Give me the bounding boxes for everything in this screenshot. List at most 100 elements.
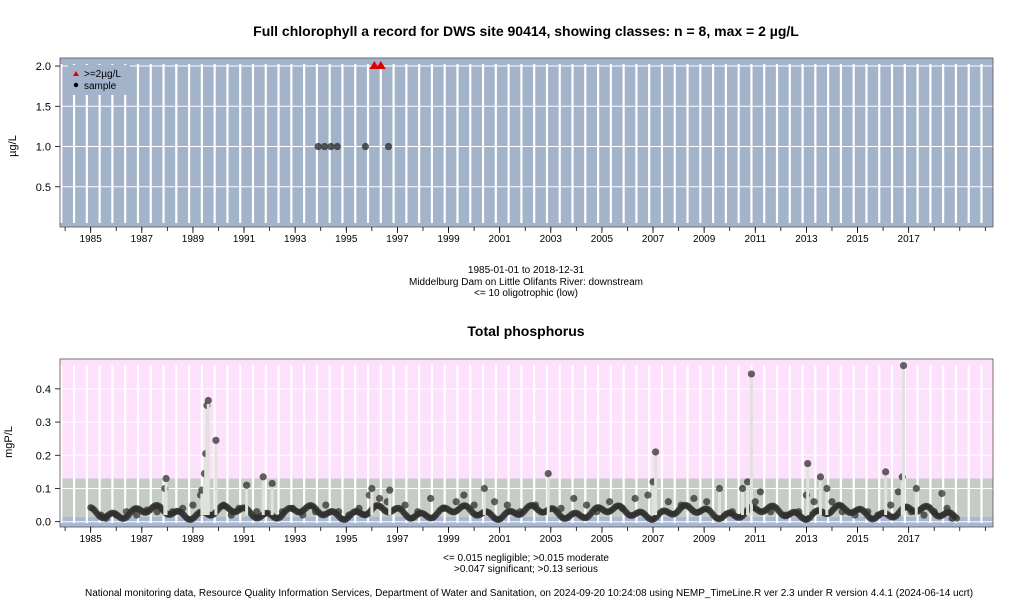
tp-point	[153, 508, 161, 516]
tp-point	[439, 504, 448, 513]
x-tick-label: 2003	[540, 534, 563, 545]
tp-point	[618, 504, 626, 513]
tp-point	[751, 498, 759, 506]
tp-point	[651, 448, 660, 456]
x-tick-label: 2015	[846, 534, 869, 545]
tp-point	[767, 508, 775, 516]
chl-legend-label-threshold: >=2µg/L	[84, 69, 121, 80]
tp-point	[289, 504, 297, 513]
x-tick-label: 1991	[233, 234, 256, 245]
tp-title: Total phosphorus	[467, 323, 584, 339]
tp-point	[690, 494, 698, 503]
tp-point	[490, 498, 499, 506]
x-tick-label: 2013	[795, 234, 818, 245]
tp-point	[259, 473, 267, 481]
x-tick-label: 1993	[284, 534, 307, 545]
tp-point	[605, 498, 614, 506]
tp-point	[747, 370, 756, 378]
tp-point	[368, 484, 376, 493]
tp-point	[810, 498, 818, 506]
tp-point	[823, 484, 831, 493]
x-tick-label: 1995	[335, 534, 358, 545]
x-tick-label: 2015	[846, 234, 869, 245]
tp-point	[375, 494, 384, 503]
tp-point	[582, 501, 591, 509]
x-tick-label: 1997	[386, 534, 409, 545]
y-tick-label: 1.0	[36, 142, 51, 154]
tp-point	[235, 504, 243, 513]
tp-point	[816, 473, 825, 481]
chl-legend: >=2µg/L sample	[68, 65, 130, 95]
tp-point	[943, 504, 951, 513]
plot-frame	[59, 358, 994, 528]
tp-point	[887, 501, 895, 509]
x-tick-label: 1995	[335, 234, 358, 245]
tp-point	[503, 501, 511, 509]
chl-sample-point	[314, 142, 322, 151]
chl-note-class: <= 10 oligotrophic (low)	[474, 288, 578, 299]
tp-point	[299, 511, 307, 519]
tp-chart: Total phosphorus 0.0 0.1 0.2 0.3 0.4 1985 1987…	[3, 323, 994, 575]
tp-point	[322, 501, 330, 509]
chlorophyll-chart: Full chlorophyll a record for DWS site 9…	[7, 23, 994, 299]
tp-point	[948, 514, 956, 522]
tp-point	[414, 508, 422, 516]
tp-point	[907, 508, 915, 516]
x-tick-label: 2005	[591, 234, 614, 245]
tp-point	[644, 491, 652, 499]
tp-point	[744, 478, 752, 486]
x-tick-label: 2001	[489, 534, 512, 545]
tp-point	[268, 479, 276, 488]
y-tick-label: 2.0	[36, 61, 51, 73]
x-tick-label: 1999	[437, 534, 460, 545]
chl-sample-point	[361, 142, 370, 151]
tp-point	[756, 488, 764, 496]
x-tick-label: 1987	[131, 534, 154, 545]
chl-note-daterange: 1985-01-01 to 2018-12-31	[468, 265, 585, 276]
tp-point	[874, 511, 882, 519]
x-tick-label: 2003	[540, 234, 563, 245]
tp-point	[782, 511, 790, 519]
chl-sample-point	[320, 142, 329, 151]
y-tick-label: 1.5	[36, 101, 51, 113]
tp-point	[133, 511, 141, 519]
chl-sample-point	[333, 142, 341, 151]
tp-point	[516, 508, 524, 516]
tp-point	[480, 484, 488, 493]
x-tick-label: 2017	[898, 534, 921, 545]
tp-point	[219, 501, 228, 509]
x-tick-label: 2009	[693, 534, 716, 545]
x-tick-label: 2005	[591, 534, 614, 545]
chl-sample-point	[327, 142, 335, 151]
tp-point	[278, 508, 286, 516]
tp-point	[864, 508, 872, 516]
tp-point	[894, 488, 903, 496]
tp-point	[452, 498, 460, 506]
x-tick-label: 2007	[642, 534, 665, 545]
tp-point	[427, 494, 435, 503]
tp-point	[460, 491, 468, 499]
footer-credit: National monitoring data, Resource Quali…	[85, 588, 973, 599]
tp-point	[593, 508, 601, 516]
chl-ylabel: µg/L	[7, 135, 19, 157]
chl-legend-box	[68, 65, 130, 95]
x-tick-label: 2011	[745, 234, 767, 245]
tp-point	[838, 508, 846, 516]
tp-point	[122, 508, 131, 516]
plot-frame	[59, 57, 994, 228]
x-tick-label: 2017	[898, 234, 921, 245]
tp-point	[179, 504, 187, 513]
x-tick-label: 2009	[693, 234, 716, 245]
tp-point	[212, 436, 220, 444]
tp-point	[938, 489, 946, 498]
tp-point	[168, 508, 177, 516]
tp-point	[703, 498, 711, 506]
tp-point	[715, 484, 724, 493]
x-tick-label: 1985	[80, 534, 103, 545]
tp-point	[795, 508, 803, 516]
x-tick-label: 1997	[386, 234, 409, 245]
x-tick-label: 1985	[80, 234, 103, 245]
tp-point	[204, 396, 212, 405]
x-tick-label: 2013	[795, 534, 818, 545]
